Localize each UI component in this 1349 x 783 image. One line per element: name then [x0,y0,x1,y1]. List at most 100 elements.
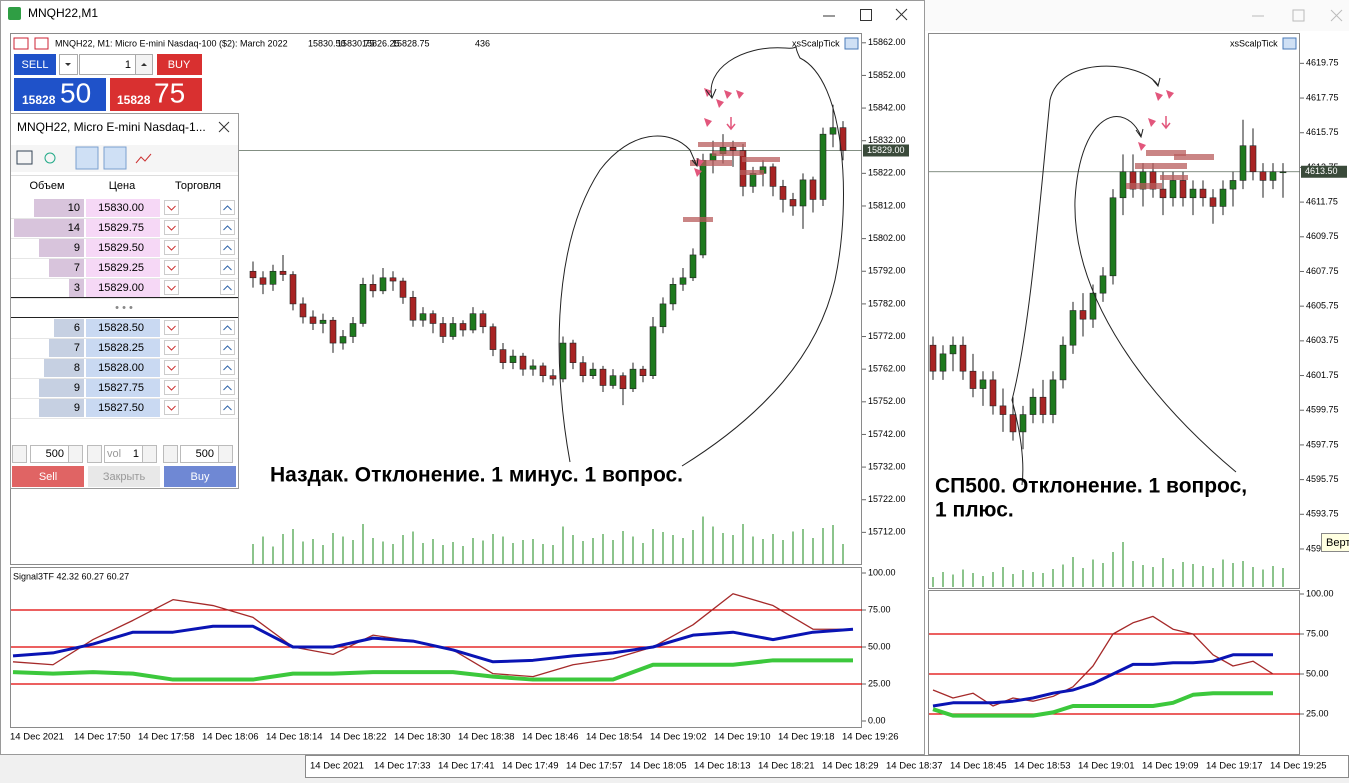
candle-body [560,343,566,379]
candle-body [340,337,346,344]
y-tick-label: 15792.00 [868,266,906,276]
candle-body [1280,172,1286,173]
volume-value: 8 [74,362,80,374]
buy-limit[interactable] [221,201,235,215]
indicator-name: xsScalpTick [792,38,840,48]
candle-body [260,278,266,285]
spin-up[interactable] [143,446,157,463]
bid-points: 50 [60,77,91,108]
buy-limit[interactable] [221,321,235,335]
time-label: 14 Dec 19:01 [1078,761,1135,772]
trade-zone [1135,163,1187,169]
candle-body [460,323,466,330]
y-tick-label: 4611.75 [1306,196,1338,206]
candle-body [670,284,676,304]
candle-body [350,323,356,336]
spin-down[interactable] [13,446,27,463]
candle-body [390,278,396,281]
candle-body [1220,189,1226,206]
buy-limit[interactable] [221,281,235,295]
price-value: 15828.00 [98,362,144,374]
trade-zone [1174,154,1214,160]
time-label: 14 Dec 17:50 [74,732,131,743]
volume-value: 7 [74,262,80,274]
current-price-label: 15829.00 [867,145,905,155]
buy-limit[interactable] [221,241,235,255]
buy-limit[interactable] [221,261,235,275]
trade-zone [683,217,713,222]
y-tick-label: 4601.75 [1306,370,1339,380]
sell-limit[interactable] [165,261,179,275]
y-tick-label: 4599.75 [1306,405,1339,415]
column-header: Объем [29,180,64,192]
buy-limit[interactable] [221,221,235,235]
toolbar-icon[interactable] [76,147,98,169]
candle-body [470,314,476,330]
candle-body [950,345,956,354]
candle-body [960,345,966,371]
sell-limit[interactable] [165,241,179,255]
buy-limit[interactable] [221,401,235,415]
spin-down[interactable] [164,446,178,463]
candle-body [1190,189,1196,198]
candle-body [940,354,946,371]
y-tick-label: 4605.75 [1306,301,1339,311]
toolbar-icon[interactable] [104,147,126,169]
time-label: 14 Dec 18:05 [630,761,687,772]
y-tick-label: 15822.00 [868,168,906,178]
sell-limit[interactable] [165,401,179,415]
buy-limit[interactable] [221,341,235,355]
buy-limit[interactable] [221,361,235,375]
candle-body [1230,180,1236,189]
time-label: 14 Dec 18:45 [950,761,1007,772]
volume-left: 500 [46,448,64,460]
candle-body [530,366,536,369]
candle-body [280,271,286,274]
candle-body [580,363,586,376]
y-tick-label: 4595.75 [1306,474,1339,484]
chart-close: 15828.75 [392,38,430,48]
sell-limit[interactable] [165,281,179,295]
sell-limit[interactable] [165,201,179,215]
time-label: 14 Dec 2021 [310,761,364,772]
candle-body [480,314,486,327]
indicator-icon [845,38,858,49]
window-title: MNQH22,M1 [28,6,98,20]
vol-value: 1 [133,448,139,460]
volume-value: 14 [68,222,80,234]
spin-down[interactable] [88,446,102,463]
candle-body [700,160,706,255]
spin-up[interactable] [219,446,233,463]
buy-limit[interactable] [221,381,235,395]
trade-zone [742,157,780,162]
y-tick-label: 4593.75 [1306,509,1339,519]
current-price-label: 4613.50 [1305,166,1338,176]
volume-value: 9 [74,402,80,414]
candle-body [620,376,626,389]
candle-body [1050,380,1056,415]
time-label: 14 Dec 19:17 [1206,761,1263,772]
candle-body [1110,198,1116,276]
candle-body [1080,311,1086,320]
y-tick-label: 4615.75 [1306,127,1339,137]
sell-limit[interactable] [165,361,179,375]
volume-value: 9 [74,382,80,394]
time-label: 14 Dec 19:09 [1142,761,1199,772]
sell-label: SELL [22,59,49,71]
candle-body [490,327,496,350]
time-label: 14 Dec 18:13 [694,761,751,772]
y-tick-label: 4617.75 [1306,92,1339,102]
sell-limit[interactable] [165,321,179,335]
annotation: СП500. Отклонение. 1 вопрос, [935,475,1247,498]
title-bar [925,0,1349,31]
candle-body [270,271,276,284]
y-tick-label: 15862.00 [868,37,906,47]
time-label: 14 Dec 2021 [10,732,64,743]
column-header: Цена [109,180,136,192]
oscillator-tick-label: 25.00 [868,678,891,688]
oscillator-tick-label: 25.00 [1306,708,1329,718]
sell-limit[interactable] [165,221,179,235]
spin-up[interactable] [69,446,83,463]
sell-limit[interactable] [165,381,179,395]
sell-limit[interactable] [165,341,179,355]
